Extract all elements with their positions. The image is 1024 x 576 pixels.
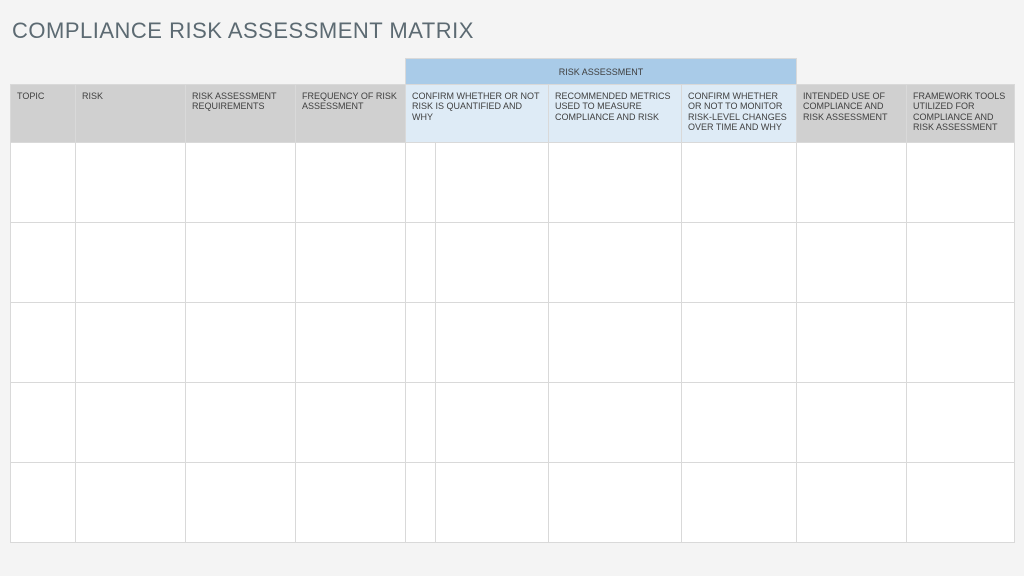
column-header: INTENDED USE OF COMPLIANCE AND RISK ASSE… [797, 85, 907, 143]
table-cell [296, 383, 406, 463]
table-cell [436, 143, 549, 223]
table-cell [436, 223, 549, 303]
table-row [11, 463, 1015, 543]
table-cell [907, 383, 1015, 463]
table-cell [436, 463, 549, 543]
table-cell [797, 143, 907, 223]
table-cell [682, 143, 797, 223]
column-header: CONFIRM WHETHER OR NOT TO MONITOR RISK-L… [682, 85, 797, 143]
page-title: COMPLIANCE RISK ASSESSMENT MATRIX [10, 18, 1014, 44]
table-cell [797, 463, 907, 543]
table-cell [296, 143, 406, 223]
column-header: RISK ASSESSMENT REQUIREMENTS [186, 85, 296, 143]
table-cell [907, 223, 1015, 303]
table-cell [76, 143, 186, 223]
table-cell [682, 463, 797, 543]
table-cell [11, 463, 76, 543]
table-cell [186, 303, 296, 383]
table-row [11, 303, 1015, 383]
table-cell [406, 463, 436, 543]
table-cell [11, 223, 76, 303]
table-row [11, 383, 1015, 463]
column-header: RISK [76, 85, 186, 143]
table-cell [186, 143, 296, 223]
table-cell [907, 143, 1015, 223]
table-cell [11, 383, 76, 463]
column-header: CONFIRM WHETHER OR NOT RISK IS QUANTIFIE… [406, 85, 549, 143]
table-row [11, 143, 1015, 223]
column-header: FRAMEWORK TOOLS UTILIZED FOR COMPLIANCE … [907, 85, 1015, 143]
table-cell [11, 303, 76, 383]
table-cell [406, 383, 436, 463]
table-cell [907, 463, 1015, 543]
super-header-row: RISK ASSESSMENT [11, 59, 1015, 85]
table-cell [682, 383, 797, 463]
column-header: FREQUENCY OF RISK ASSESSMENT [296, 85, 406, 143]
table-cell [436, 303, 549, 383]
table-cell [76, 303, 186, 383]
table-row [11, 223, 1015, 303]
table-cell [76, 463, 186, 543]
table-cell [186, 463, 296, 543]
table-cell [406, 223, 436, 303]
table-cell [682, 223, 797, 303]
risk-matrix-table: RISK ASSESSMENT TOPICRISKRISK ASSESSMENT… [10, 58, 1015, 543]
table-cell [186, 383, 296, 463]
table-cell [11, 143, 76, 223]
table-cell [296, 223, 406, 303]
table-cell [549, 383, 682, 463]
table-cell [797, 303, 907, 383]
table-cell [296, 303, 406, 383]
table-cell [549, 143, 682, 223]
column-header-row: TOPICRISKRISK ASSESSMENT REQUIREMENTSFRE… [11, 85, 1015, 143]
table-cell [682, 303, 797, 383]
table-cell [76, 223, 186, 303]
table-cell [406, 303, 436, 383]
table-cell [797, 383, 907, 463]
table-cell [907, 303, 1015, 383]
table-cell [436, 383, 549, 463]
column-header: RECOMMENDED METRICS USED TO MEASURE COMP… [549, 85, 682, 143]
column-header: TOPIC [11, 85, 76, 143]
table-cell [296, 463, 406, 543]
risk-assessment-super-header: RISK ASSESSMENT [406, 59, 797, 85]
table-body [11, 143, 1015, 543]
table-cell [549, 303, 682, 383]
table-cell [549, 223, 682, 303]
table-cell [406, 143, 436, 223]
table-cell [797, 223, 907, 303]
table-cell [76, 383, 186, 463]
table-cell [186, 223, 296, 303]
table-cell [549, 463, 682, 543]
